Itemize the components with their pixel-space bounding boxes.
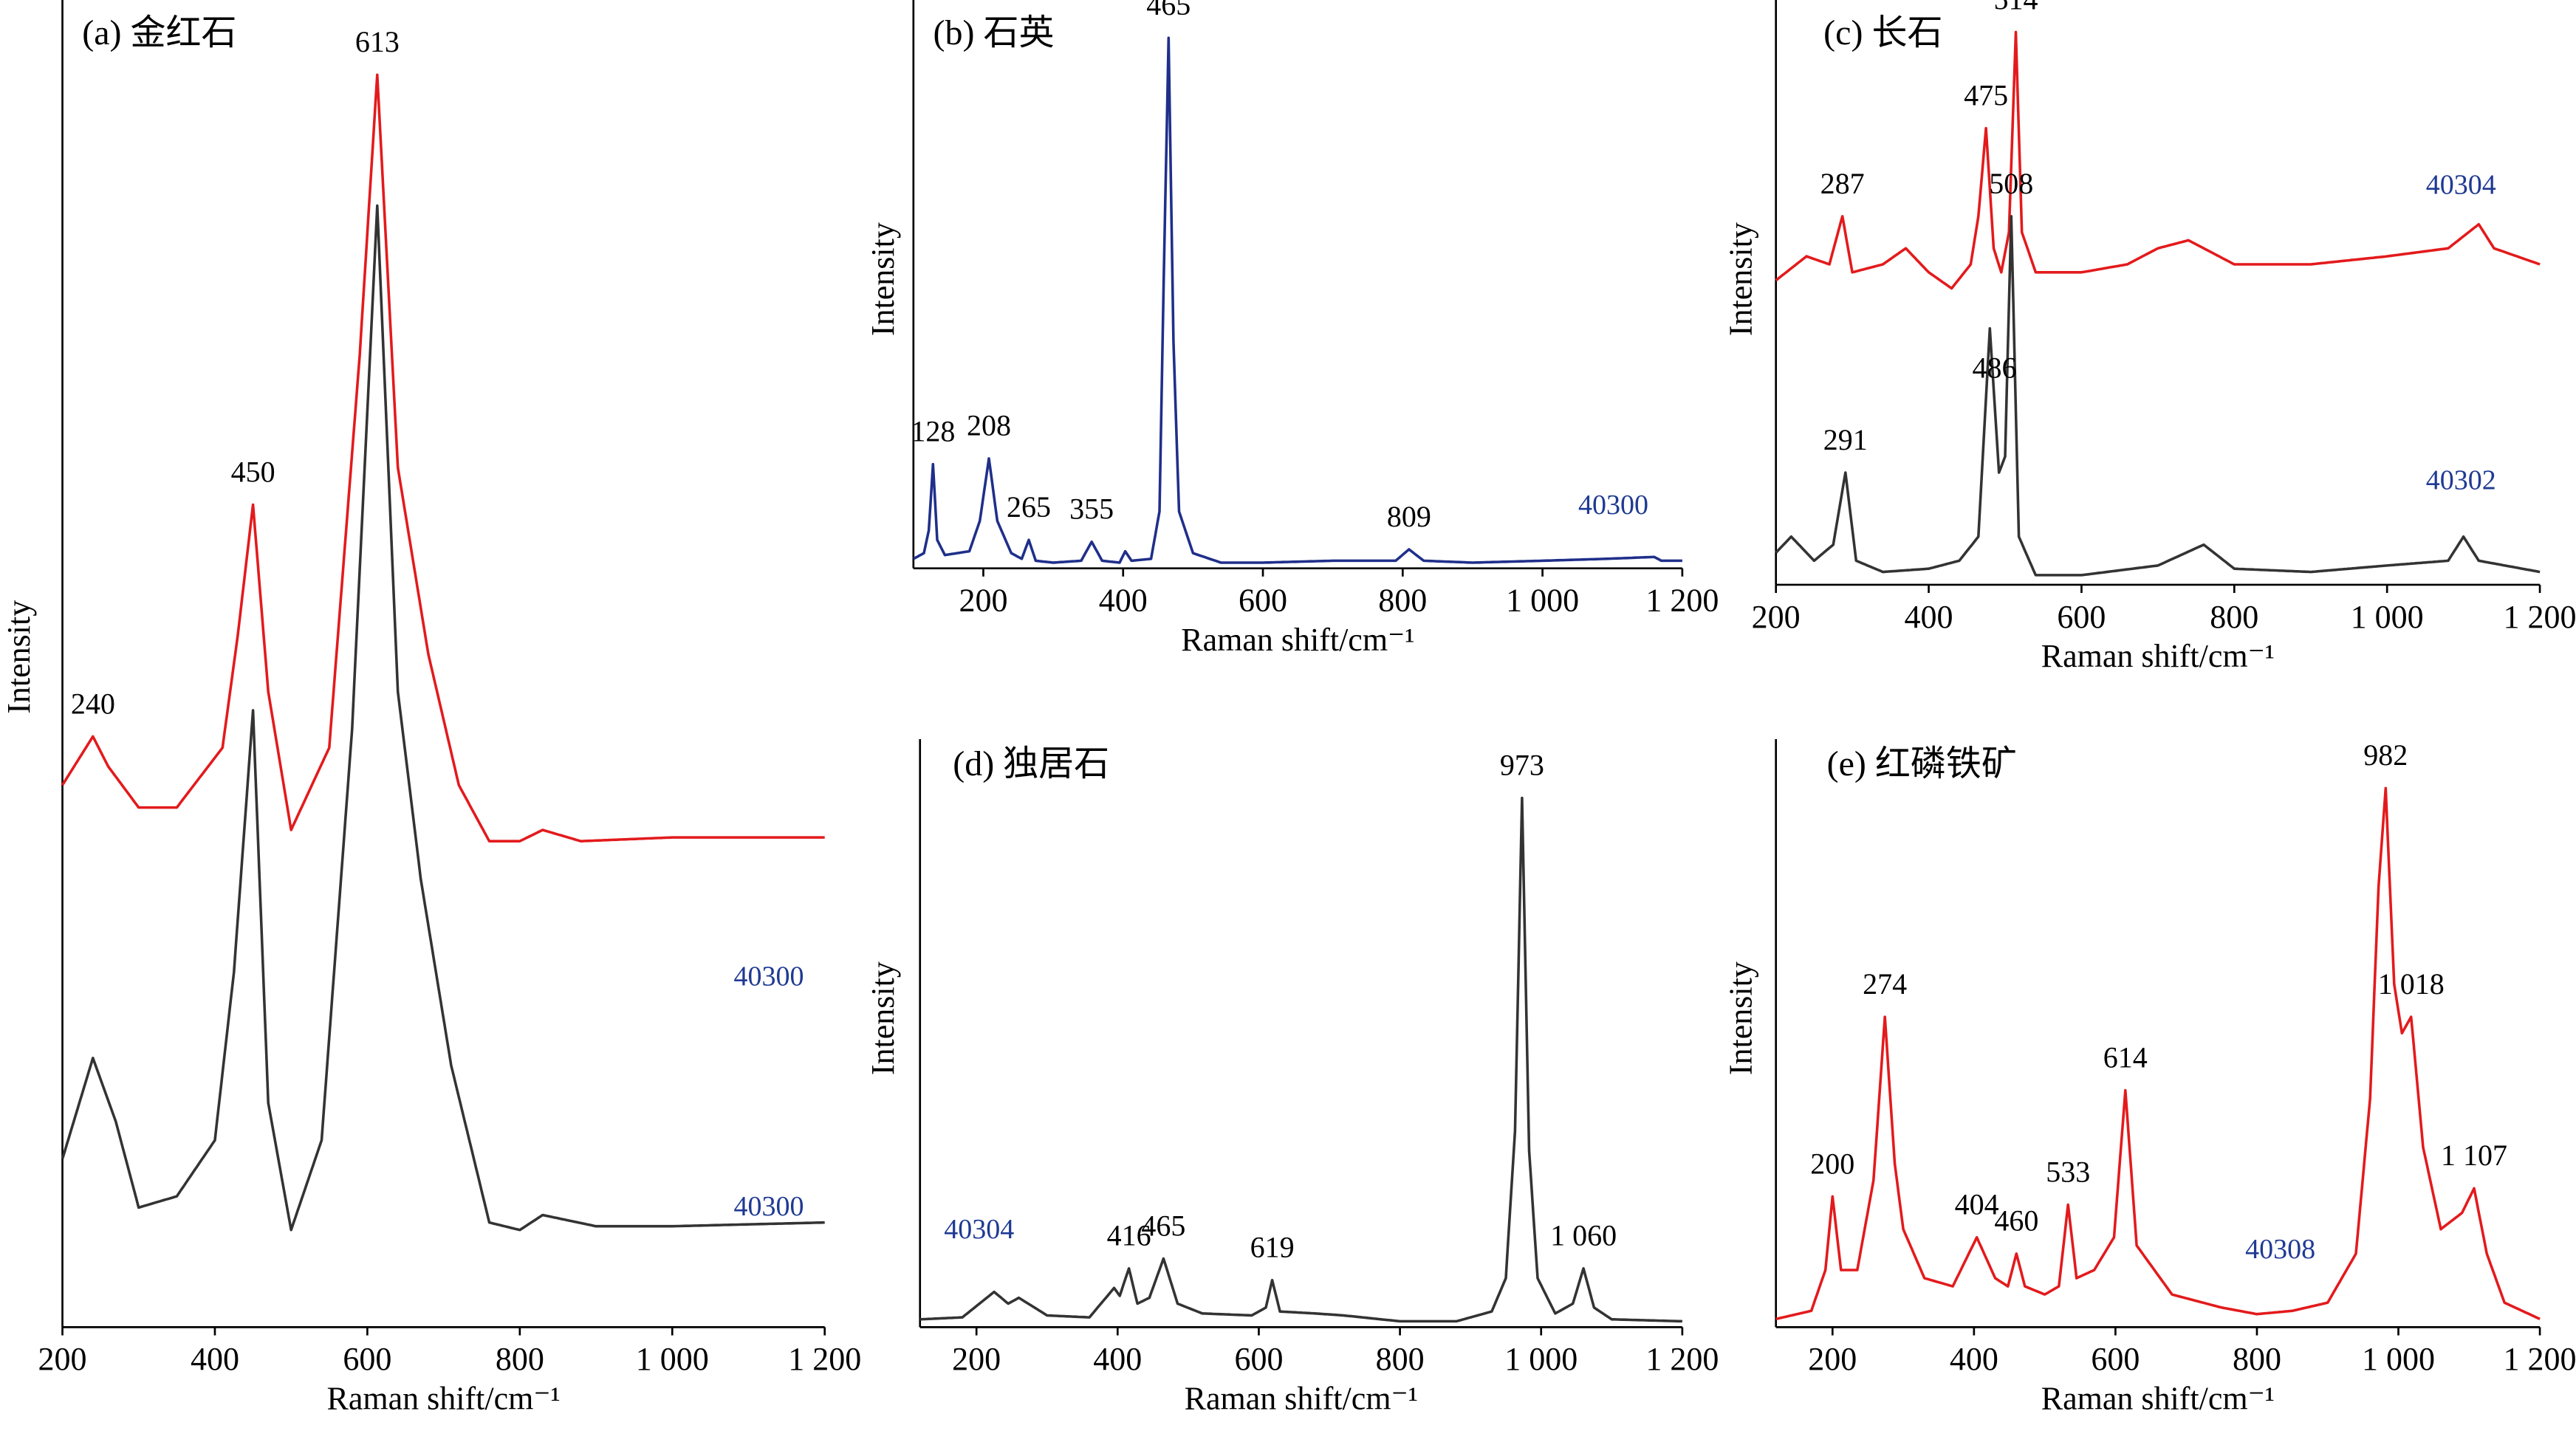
x-tick-label: 400: [1905, 599, 1953, 635]
peak-label: 465: [1141, 1209, 1185, 1242]
x-axis-label: Raman shift/cm⁻¹: [326, 1381, 560, 1417]
panel-d: 200 400 600 800 1 000 1 200 Raman shift/cm⁻¹ In…: [865, 739, 1719, 1417]
spectrum-line-a-0: [61, 73, 825, 843]
peak-label: 240: [71, 687, 115, 720]
x-tick-label: 600: [343, 1341, 391, 1377]
peak-label: 613: [355, 25, 400, 58]
x-tick-label: 1 200: [788, 1341, 861, 1377]
spectrum-line-e-0: [1775, 786, 2541, 1321]
x-tick-label: 800: [496, 1341, 544, 1377]
spectrum-line-b-0: [912, 36, 1682, 564]
x-tick-label: 200: [1752, 599, 1801, 635]
x-tick-label: 600: [2057, 599, 2106, 635]
x-tick-label: 600: [1239, 583, 1287, 619]
peak-label: 508: [1989, 167, 2033, 200]
spectrum-line-c-0: [1775, 30, 2541, 290]
peak-label: 514: [1993, 0, 2038, 16]
peak-label: 287: [1820, 167, 1865, 200]
x-tick-label: 800: [2210, 599, 2258, 635]
peak-label: 274: [1863, 967, 1907, 1001]
panel-title: (e) 红磷铁矿: [1827, 744, 2017, 783]
x-tick-label: 1 000: [1504, 1341, 1578, 1377]
peak-label: 982: [2363, 738, 2408, 772]
y-axis-label: Intensity: [1722, 961, 1758, 1075]
x-tick-label: 800: [1376, 1341, 1425, 1377]
x-tick-label: 600: [2091, 1341, 2140, 1377]
sample-label: 40304: [2426, 169, 2496, 200]
sample-label: 40300: [734, 1191, 804, 1222]
panel-a: 200 400 600 800 1 000 1 200 Raman shift/cm⁻¹ In…: [1, 0, 861, 1417]
spectrum-line-d-0: [919, 796, 1682, 1323]
y-axis-label: Intensity: [865, 222, 901, 336]
x-tick-label: 200: [1808, 1341, 1857, 1377]
sample-label: 40308: [2245, 1234, 2315, 1265]
x-axis-label: Raman shift/cm⁻¹: [1185, 1381, 1418, 1417]
peak-label: 1 107: [2441, 1139, 2507, 1172]
x-tick-label: 400: [1950, 1341, 1998, 1377]
panel-title: (a) 金红石: [82, 13, 236, 52]
y-axis-label: Intensity: [865, 961, 901, 1075]
y-axis-label: Intensity: [1, 600, 37, 714]
peak-label: 416: [1107, 1219, 1151, 1252]
x-tick-label: 1 200: [2504, 1341, 2576, 1377]
peak-label: 533: [2046, 1155, 2090, 1188]
peak-label: 465: [1146, 0, 1191, 21]
peak-label: 619: [1250, 1231, 1295, 1264]
peak-label: 460: [1994, 1204, 2038, 1238]
x-tick-label: 1 200: [1645, 583, 1719, 619]
sample-label: 40304: [944, 1214, 1014, 1245]
x-tick-label: 200: [952, 1341, 1001, 1377]
y-axis-label: Intensity: [1722, 222, 1758, 336]
x-tick-label: 1 200: [1645, 1341, 1719, 1377]
x-tick-label: 400: [191, 1341, 239, 1377]
x-tick-label: 1 000: [2351, 599, 2424, 635]
x-tick-label: 800: [2233, 1341, 2281, 1377]
panel-title: (b) 石英: [934, 13, 1055, 52]
panel-title: (d) 独居石: [953, 744, 1109, 783]
x-tick-label: 600: [1234, 1341, 1283, 1377]
x-tick-label: 1 000: [636, 1341, 709, 1377]
sample-label: 40300: [1578, 490, 1648, 521]
x-tick-label: 200: [38, 1341, 87, 1377]
x-tick-label: 400: [1099, 583, 1148, 619]
panel-e: 200 400 600 800 1 000 1 200 Raman shift/cm⁻¹ In…: [1722, 738, 2576, 1416]
peak-label: 291: [1823, 423, 1868, 456]
sample-label: 40302: [2426, 465, 2496, 496]
x-tick-label: 1 000: [2362, 1341, 2435, 1377]
peak-label: 208: [967, 409, 1011, 442]
spectrum-line-a-1: [61, 204, 825, 1232]
spectrum-line-c-1: [1775, 215, 2541, 577]
x-tick-label: 1 000: [1506, 583, 1579, 619]
x-axis-label: Raman shift/cm⁻¹: [2041, 1381, 2275, 1417]
panel-title: (c) 长石: [1823, 13, 1942, 52]
x-tick-label: 800: [1378, 583, 1427, 619]
peak-label: 475: [1964, 78, 2008, 111]
x-axis-label: Raman shift/cm⁻¹: [1181, 622, 1414, 658]
peak-label: 200: [1810, 1147, 1854, 1180]
x-tick-label: 400: [1093, 1341, 1142, 1377]
panel-c: 200 400 600 800 1 000 1 200 Raman shift/cm⁻¹ In…: [1722, 0, 2576, 674]
peak-label: 355: [1069, 493, 1114, 526]
x-tick-label: 200: [959, 583, 1007, 619]
peak-label: 404: [1955, 1188, 1999, 1221]
x-tick-label: 1 200: [2504, 599, 2576, 635]
peak-label: 486: [1973, 351, 2017, 384]
peak-label: 1 018: [2378, 967, 2445, 1001]
peak-label: 128: [911, 414, 955, 447]
peak-label: 973: [1500, 749, 1544, 782]
peak-label: 809: [1387, 500, 1431, 533]
panel-b: 200 400 600 800 1 000 1 200 Raman shift/cm⁻¹ In…: [865, 0, 1719, 658]
peak-label: 1 060: [1550, 1219, 1617, 1252]
peak-label: 265: [1007, 490, 1051, 524]
x-axis-label: Raman shift/cm⁻¹: [2041, 638, 2275, 674]
sample-label: 40300: [734, 961, 804, 992]
peak-label: 450: [231, 455, 275, 488]
peak-label: 614: [2103, 1040, 2148, 1074]
